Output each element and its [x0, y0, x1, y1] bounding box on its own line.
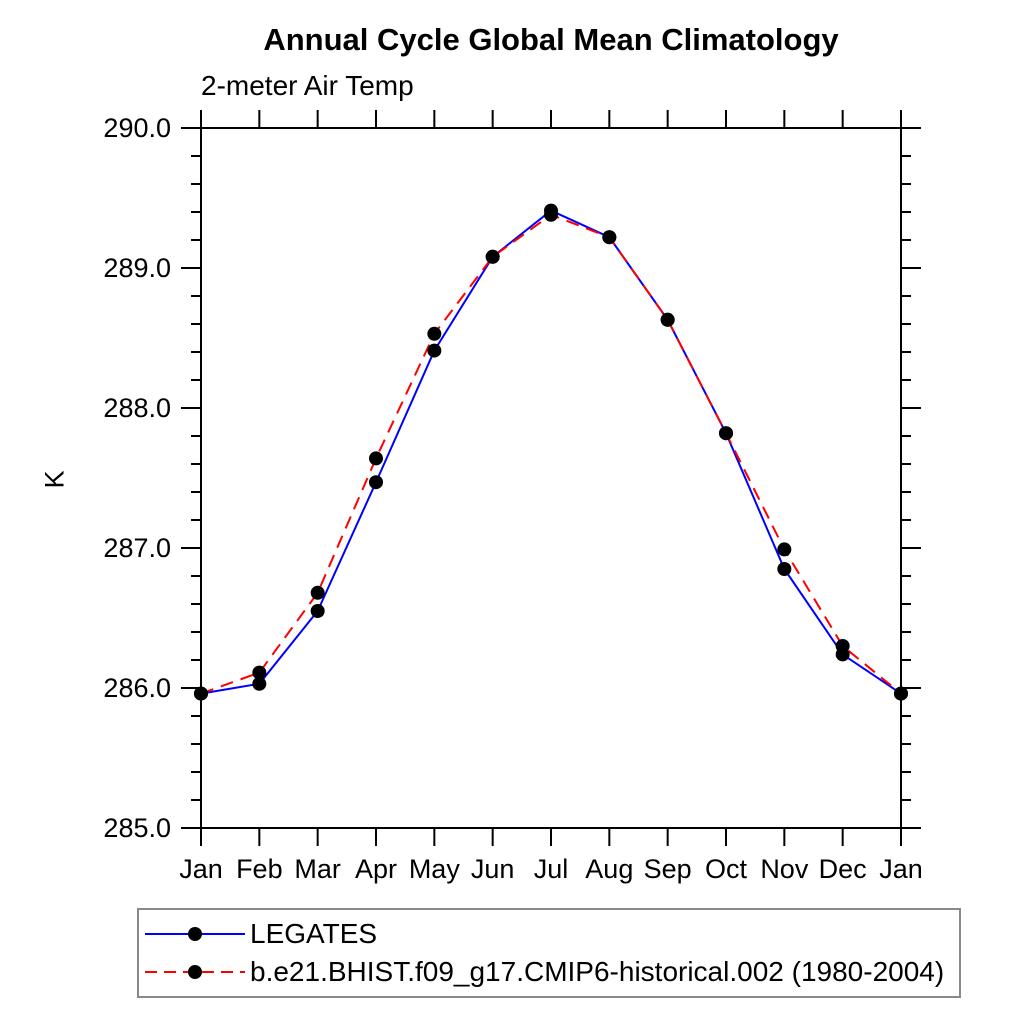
x-tick-label: Jan: [879, 854, 923, 884]
x-tick-label: Nov: [760, 854, 809, 884]
x-tick-label: Dec: [819, 854, 867, 884]
plot-frame: [200, 127, 902, 829]
data-point-s1-9: [719, 426, 733, 441]
data-point-s1-7: [602, 230, 617, 245]
chart-subtitle: 2-meter Air Temp: [201, 70, 414, 101]
y-tick-label: 286.0: [103, 673, 171, 703]
data-point-s0-1: [252, 676, 267, 691]
data-point-s1-8: [660, 312, 675, 327]
data-point-s1-6: [544, 207, 558, 222]
legend-sample-marker: [188, 965, 202, 979]
x-tick-label: Jun: [471, 854, 515, 884]
x-tick-label: Aug: [585, 854, 633, 884]
y-tick-label: 288.0: [103, 393, 171, 423]
x-tick-label: Mar: [294, 854, 341, 884]
legend-line-sample-dashed-icon: [145, 965, 245, 979]
x-tick-label: May: [409, 854, 461, 884]
data-point-s1-2: [310, 585, 325, 600]
x-tick-label: Oct: [705, 854, 748, 884]
data-point-s0-4: [427, 343, 442, 358]
legend-sample-marker: [188, 927, 202, 941]
legend-line-sample-solid-icon: [145, 927, 245, 941]
data-point-s1-5: [485, 249, 500, 264]
legend-item-legates: LEGATES: [143, 920, 959, 948]
y-tick-label: 287.0: [103, 533, 171, 563]
x-tick-label: Jan: [179, 854, 223, 884]
x-tick-label: Jul: [534, 854, 569, 884]
data-point-s0-2: [310, 604, 325, 618]
data-point-s1-4: [427, 326, 442, 341]
data-point-s0-3: [369, 475, 383, 490]
series-line-1: [200, 213, 902, 695]
data-point-s1-0: [194, 686, 208, 701]
data-point-s0-10: [777, 562, 792, 576]
y-tick-label: 285.0: [103, 813, 171, 843]
y-tick-label: 289.0: [103, 253, 171, 283]
y-tick-label: 290.0: [103, 113, 171, 143]
data-point-s1-12: [894, 686, 908, 701]
x-tick-label: Apr: [355, 854, 397, 884]
legend-box: LEGATES b.e21.BHIST.f09_g17.CMIP6-histor…: [137, 908, 961, 998]
data-point-s1-1: [252, 665, 267, 680]
series-line-0: [200, 209, 902, 695]
x-tick-label: Sep: [644, 854, 692, 884]
legend-item-model: b.e21.BHIST.f09_g17.CMIP6-historical.002…: [143, 958, 959, 986]
legend-label-legates: LEGATES: [250, 918, 378, 949]
x-tick-label: Feb: [236, 854, 283, 884]
chart-title: Annual Cycle Global Mean Climatology: [263, 22, 839, 57]
data-point-s1-11: [835, 639, 850, 653]
data-point-s1-10: [777, 542, 792, 557]
legend-label-model: b.e21.BHIST.f09_g17.CMIP6-historical.002…: [250, 956, 945, 987]
data-point-s1-3: [369, 451, 383, 466]
